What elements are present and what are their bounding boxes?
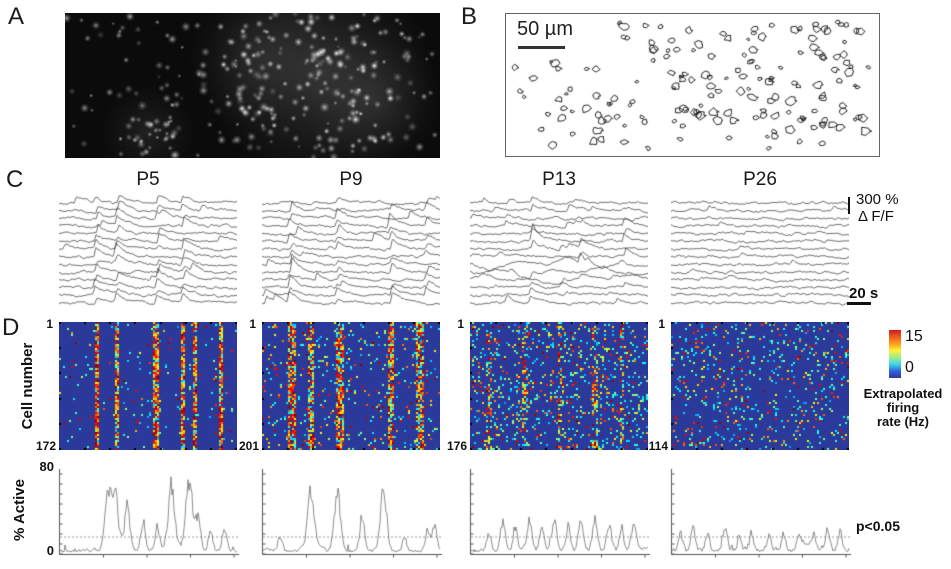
heatmap-p5-first-cell: 1 [46, 317, 53, 331]
age-title-p5: P5 [136, 169, 160, 190]
colorbar-min-label: 0 [905, 359, 914, 376]
panel-b-label: B [461, 3, 478, 30]
heatmap-p5 [59, 322, 237, 450]
colorbar-title-line1: Extrapolated [863, 386, 943, 401]
heatmap-p13-first-cell: 1 [457, 317, 464, 331]
percent-active-max: 80 [39, 459, 54, 474]
time-scale-bar [847, 302, 871, 305]
panel-a-fluorescence-image [65, 13, 440, 158]
panel-b-cell-contours [506, 14, 879, 156]
age-title-p13: P13 [542, 169, 576, 190]
heatmap-p5-last-cell: 172 [35, 439, 56, 453]
activity-plot-p26 [670, 461, 852, 559]
heatmap-p9 [262, 322, 440, 450]
heatmap-p26-first-cell: 1 [658, 317, 665, 331]
heatmap-p26-last-cell: 114 [648, 439, 668, 453]
age-title-p9: P9 [339, 169, 363, 190]
panel-d-label: D [2, 314, 20, 341]
time-scale-value: 20 s [849, 285, 879, 302]
activity-plot-p9 [261, 461, 443, 559]
panel-b-contour-box: 50 µm [505, 13, 880, 157]
heatmap-p13 [470, 322, 648, 450]
activity-plot-p5 [58, 461, 240, 559]
amplitude-scale-value: 300 % [856, 191, 899, 208]
panel-c-label: C [6, 166, 24, 193]
traces-p9 [262, 195, 440, 309]
firing-rate-colorbar [889, 330, 901, 378]
colorbar-title: Extrapolated firing rate (Hz) [851, 387, 951, 429]
age-title-p26: P26 [743, 169, 777, 190]
activity-plot-p13 [469, 461, 651, 559]
amplitude-scale-unit: Δ F/F [858, 208, 894, 225]
percent-active-axis-label: % Active [11, 479, 28, 541]
colorbar-max-label: 15 [905, 328, 923, 345]
colorbar-title-line2: firing [886, 400, 920, 415]
traces-p5 [59, 195, 237, 309]
heatmap-p9-last-cell: 201 [238, 439, 259, 453]
traces-p13 [470, 195, 648, 309]
colorbar-title-line3: rate (Hz) [876, 414, 929, 429]
heatmap-p26 [671, 322, 849, 450]
amplitude-scale-bar [848, 197, 850, 214]
scale-bar-line [518, 46, 565, 49]
traces-p26 [671, 195, 849, 309]
scale-bar-label: 50 µm [517, 18, 573, 40]
cell-number-axis-label: Cell number [19, 342, 36, 430]
panel-a-label: A [8, 3, 25, 30]
heatmap-p13-last-cell: 176 [446, 439, 467, 453]
significance-label: p<0.05 [856, 518, 900, 534]
percent-active-min: 0 [46, 543, 54, 558]
heatmap-p9-first-cell: 1 [249, 317, 256, 331]
